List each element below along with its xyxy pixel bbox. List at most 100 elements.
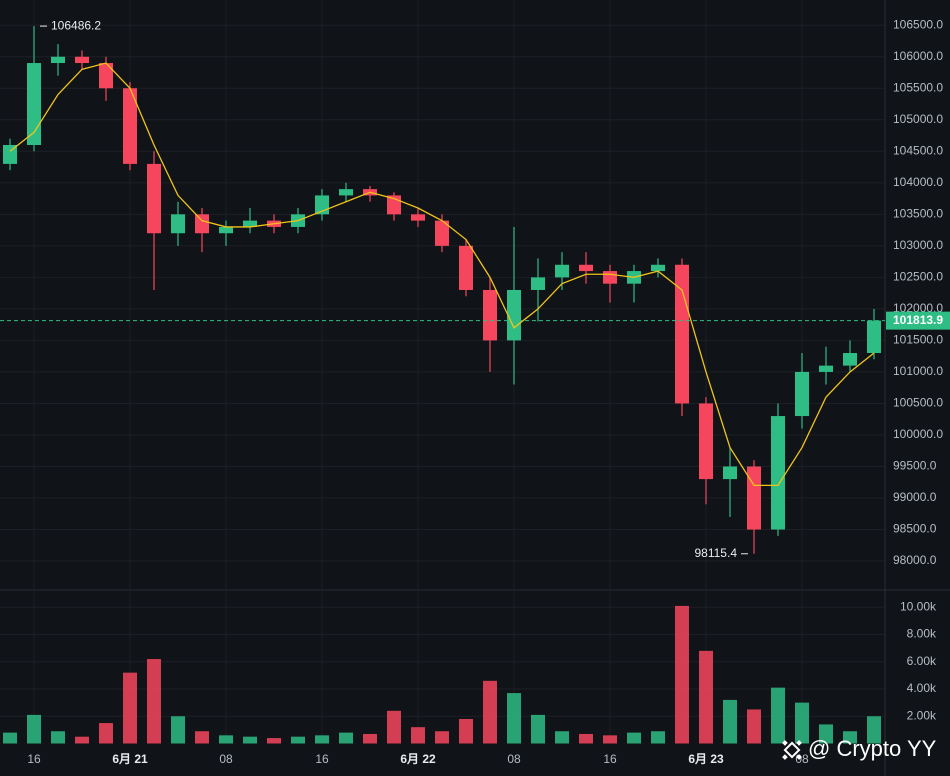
volume-bar — [843, 731, 857, 744]
x-tick-label: 6月 23 — [688, 752, 724, 766]
y-tick-label: 106000.0 — [893, 49, 943, 63]
candle-body — [459, 245, 473, 290]
y-tick-label: 105500.0 — [893, 80, 943, 94]
candle-body — [507, 289, 521, 341]
volume-bar — [315, 735, 329, 744]
volume-bar — [555, 731, 569, 744]
candle-body — [843, 353, 857, 366]
volume-bar — [747, 709, 761, 744]
y-tick-label: 100500.0 — [893, 396, 943, 410]
candle-body — [195, 214, 209, 234]
volume-bar — [123, 672, 137, 744]
volume-bar — [435, 731, 449, 744]
x-tick-label: 08 — [795, 752, 809, 766]
y-tick-label: 104500.0 — [893, 143, 943, 157]
y-tick-label: 103000.0 — [893, 238, 943, 252]
x-tick-label: 08 — [507, 752, 521, 766]
y-tick-label: 98000.0 — [893, 553, 937, 567]
candle-body — [675, 264, 689, 404]
candle-body — [723, 466, 737, 480]
candle-body — [27, 63, 41, 145]
y-tick-label: 100000.0 — [893, 427, 943, 441]
volume-bar — [483, 680, 497, 744]
volume-tick-label: 4.00k — [907, 681, 937, 695]
volume-bar — [867, 716, 881, 744]
moving-average — [9, 62, 875, 487]
volume-bar — [579, 733, 593, 744]
volume-bar — [675, 605, 689, 744]
x-tick-label: 16 — [603, 752, 617, 766]
candle-body — [579, 264, 593, 272]
candle-body — [219, 226, 233, 234]
volume-bar — [627, 732, 641, 744]
watermark: @ Crypto YY — [782, 736, 937, 761]
volume-bar — [459, 718, 473, 744]
high-label: 106486.2 — [51, 18, 101, 32]
x-tick-label: 08 — [219, 752, 233, 766]
watermark-text: @ Crypto YY — [808, 736, 937, 761]
y-tick-label: 103500.0 — [893, 207, 943, 221]
y-tick-label: 101000.0 — [893, 364, 943, 378]
candle-body — [819, 365, 833, 372]
volume-bar — [27, 714, 41, 744]
volume-bar — [651, 731, 665, 744]
volume-bar — [723, 699, 737, 744]
candle-body — [51, 56, 65, 64]
last-price-box — [886, 311, 950, 330]
candle-body — [699, 403, 713, 480]
x-tick-label: 16 — [315, 752, 329, 766]
volume-bar — [171, 716, 185, 744]
volume-bar — [3, 732, 17, 744]
volume-tick-label: 10.00k — [900, 599, 937, 613]
volume-bar — [819, 724, 833, 744]
volume-tick-label: 6.00k — [907, 654, 937, 668]
y-tick-label: 105000.0 — [893, 112, 943, 126]
y-tick-label: 101500.0 — [893, 333, 943, 347]
candle-body — [411, 214, 425, 221]
candle-body — [747, 466, 761, 530]
x-tick-label: 6月 22 — [400, 752, 436, 766]
volume-bar — [411, 727, 425, 744]
y-tick-label: 106500.0 — [893, 17, 943, 31]
volume-tick-label: 8.00k — [907, 627, 937, 641]
y-tick-label: 102500.0 — [893, 270, 943, 284]
candle-body — [603, 271, 617, 284]
last-price-label: 101813.9 — [893, 313, 943, 327]
volume-bar — [51, 731, 65, 744]
volume-tick-label: 2.00k — [907, 708, 937, 722]
candle-body — [555, 264, 569, 278]
volume-bar — [339, 732, 353, 744]
volume-bar — [267, 738, 281, 744]
volume-bar — [243, 736, 257, 744]
volume-bar — [603, 735, 617, 744]
volume-bar — [699, 650, 713, 744]
volume-bar — [771, 687, 785, 744]
candle-body — [171, 214, 185, 234]
y-tick-label: 104000.0 — [893, 175, 943, 189]
candle-body — [99, 63, 113, 89]
volume-bar — [291, 736, 305, 744]
candle-body — [651, 264, 665, 272]
candle-body — [3, 144, 17, 164]
candle-body — [771, 416, 785, 530]
candle-body — [147, 163, 161, 234]
volume-bar — [363, 733, 377, 744]
y-tick-label: 98500.0 — [893, 522, 937, 536]
volume-bar — [195, 731, 209, 744]
low-label: 98115.4 — [695, 546, 738, 560]
y-tick-label: 102000.0 — [893, 301, 943, 315]
candle-body — [75, 56, 89, 64]
candle-body — [531, 277, 545, 290]
candle-body — [435, 220, 449, 246]
candle-body — [867, 320, 881, 354]
y-tick-label: 99500.0 — [893, 459, 937, 473]
x-tick-label: 16 — [27, 752, 41, 766]
volume-bar — [507, 693, 521, 744]
volume-bar — [531, 714, 545, 744]
x-tick-label: 6月 21 — [112, 752, 148, 766]
candle-body — [795, 371, 809, 417]
candle-body — [339, 189, 353, 196]
volume-bar — [795, 702, 809, 744]
